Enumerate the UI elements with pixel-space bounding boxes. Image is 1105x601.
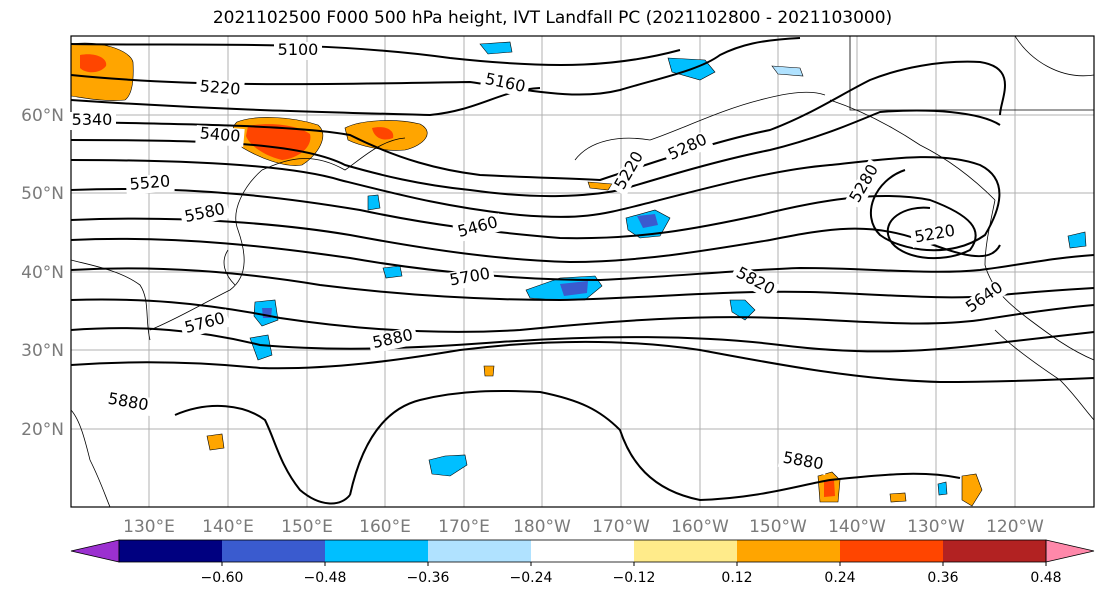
contour-label: 5100 xyxy=(278,40,319,59)
contour-label-background xyxy=(125,172,175,196)
lat-tick: 20°N xyxy=(21,420,64,440)
colorbar-extend-high xyxy=(1045,539,1095,563)
contour-label-background xyxy=(68,112,116,130)
lon-tick: 150°W xyxy=(749,517,807,537)
colorbar-extend-low xyxy=(70,539,120,563)
lon-tick: 140°W xyxy=(828,517,886,537)
contour-label: 5400 xyxy=(199,123,241,145)
contour-label-background xyxy=(845,158,885,210)
contour-label-background xyxy=(367,326,419,354)
colorbar-tick-label: −0.12 xyxy=(613,570,656,586)
lon-tick: 140°E xyxy=(202,517,254,537)
colorbar-bin xyxy=(943,540,1047,562)
colorbar-tick-label: −0.48 xyxy=(304,570,347,586)
lat-tick: 30°N xyxy=(21,341,64,361)
colorbar-tick-label: 0.12 xyxy=(721,570,752,586)
lon-tick: 170°E xyxy=(438,517,490,537)
contour-label-background xyxy=(179,200,231,228)
map-frame xyxy=(70,35,1095,508)
lon-tick: 160°E xyxy=(359,517,411,537)
lat-tick: 50°N xyxy=(21,184,64,204)
colorbar-tick-label: −0.60 xyxy=(201,570,244,586)
contour-label-background xyxy=(444,264,496,292)
colorbar-tick-label: 0.36 xyxy=(927,570,958,586)
lon-tick: 130°W xyxy=(907,517,965,537)
lon-tick: 170°W xyxy=(592,517,650,537)
latitude-tick-labels: 60°N 50°N 40°N 30°N 20°N xyxy=(21,106,64,440)
contour-label-background xyxy=(479,70,531,98)
contour-label-background xyxy=(909,221,961,249)
colorbar-labels: −0.60 −0.48 −0.36 −0.24 −0.12 0.12 0.24 0.36 0.4… xyxy=(201,562,1062,586)
lat-tick: 60°N xyxy=(21,106,64,126)
contour-label: 5220 xyxy=(199,76,241,98)
lon-tick: 150°E xyxy=(281,517,333,537)
contour-label-background xyxy=(729,262,781,302)
lat-tick: 40°N xyxy=(21,263,64,283)
colorbar-tick-label: 0.48 xyxy=(1030,570,1061,586)
contour-label: 5520 xyxy=(129,171,171,193)
contour-label-background xyxy=(102,389,154,417)
colorbar-tick-label: −0.36 xyxy=(407,570,450,586)
contour-label: 5340 xyxy=(72,110,113,129)
colorbar-bin xyxy=(428,540,532,562)
colorbar xyxy=(70,539,1095,563)
contour-label-background xyxy=(452,213,504,243)
colorbar-outline xyxy=(118,539,1047,563)
colorbar-bin xyxy=(531,540,635,562)
longitude-tick-labels: 130°E 140°E 150°E 160°E 170°E 180°W 170°… xyxy=(123,517,1044,537)
map-title: 2021102500 F000 500 hPa height, IVT Land… xyxy=(212,8,893,28)
colorbar-bin xyxy=(737,540,841,562)
contour-label-background xyxy=(179,309,231,339)
contour-label-background xyxy=(960,276,1010,320)
colorbar-bin xyxy=(119,540,223,562)
contour-label-background xyxy=(610,145,650,197)
ivt-shading xyxy=(70,41,1087,507)
lon-tick: 120°W xyxy=(986,517,1044,537)
colorbar-bin xyxy=(634,540,738,562)
lon-tick: 180°W xyxy=(513,517,571,537)
lon-tick: 130°E xyxy=(123,517,175,537)
lon-tick: 160°W xyxy=(671,517,729,537)
colorbar-tick-label: −0.24 xyxy=(510,570,553,586)
colorbar-bin xyxy=(840,540,944,562)
graticule xyxy=(71,36,1094,507)
contour-label-background xyxy=(662,129,714,167)
contour-label-background xyxy=(195,124,245,148)
contour-label-background xyxy=(274,42,322,60)
coastlines xyxy=(70,35,1095,508)
contour-label-background xyxy=(195,77,245,101)
colorbar-bin xyxy=(325,540,429,562)
colorbar-bin xyxy=(222,540,326,562)
contour-label-background xyxy=(777,448,829,476)
colorbar-tick-label: 0.24 xyxy=(824,570,855,586)
